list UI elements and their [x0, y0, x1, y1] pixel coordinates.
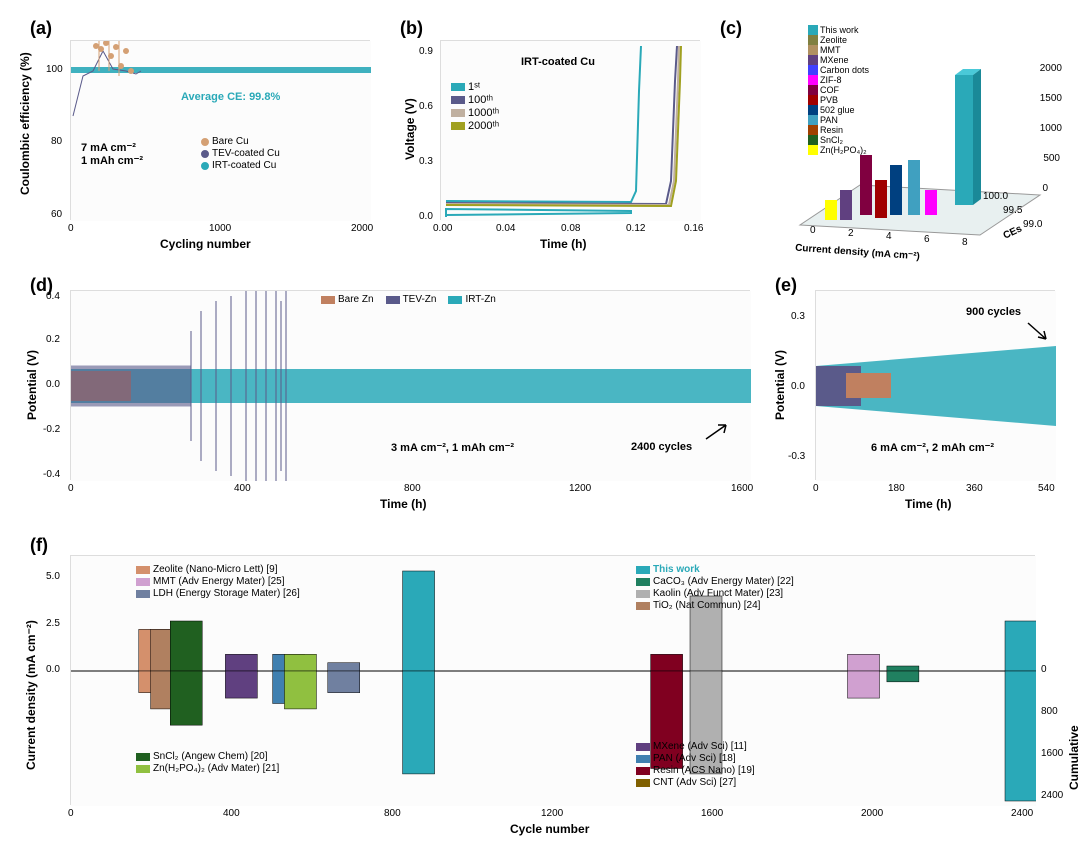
panel-f-ylabel-l: Current density (mA cm⁻²) [24, 620, 38, 770]
panel-d-cond: 3 mA cm⁻², 1 mAh cm⁻² [391, 441, 514, 454]
panel-f-leg-tr: This work CaCO₃ (Adv Energy Mater) [22] … [636, 564, 794, 612]
panel-e-xlabel: Time (h) [905, 497, 951, 511]
panel-a-ylabel: Coulombic efficiency (%) [18, 52, 32, 195]
panel-a-xlabel: Cycling number [160, 237, 251, 251]
panel-f-leg-tl: Zeolite (Nano-Micro Lett) [9] MMT (Adv E… [136, 564, 300, 600]
panel-e-cycles: 900 cycles [966, 306, 1021, 318]
panel-b-legend: 1ˢᵗ 100ᵗʰ 1000ᵗʰ 2000ᵗʰ [451, 81, 499, 133]
panel-f-ylabel-r: Cumulative capacity (mAh cm⁻²) [1067, 725, 1080, 790]
panel-d-ylabel: Potential (V) [25, 350, 39, 420]
panel-c-legend: This work Zeolite MMT MXene Carbon dots … [808, 25, 869, 155]
panel-a-avg: Average CE: 99.8% [181, 91, 280, 103]
panel-b-xlabel: Time (h) [540, 237, 586, 251]
panel-b-ylabel: Voltage (V) [403, 98, 417, 160]
panel-a-legend: Bare Cu TEV-coated Cu IRT-coated Cu [201, 136, 280, 172]
panel-b: IRT-coated Cu 1ˢᵗ 100ᵗʰ 1000ᵗʰ 2000ᵗʰ 0.… [440, 40, 700, 220]
panel-d-xlabel: Time (h) [380, 497, 426, 511]
panel-a-cond: 7 mA cm⁻² 1 mAh cm⁻² [81, 141, 143, 167]
panel-f-xlabel: Cycle number [510, 822, 589, 836]
panel-d: Bare Zn TEV-Zn IRT-Zn 3 mA cm⁻², 1 mAh c… [70, 290, 750, 480]
panel-f: Zeolite (Nano-Micro Lett) [9] MMT (Adv E… [70, 555, 1035, 805]
panel-e-cond: 6 mA cm⁻², 2 mAh cm⁻² [871, 441, 994, 454]
panel-e: 900 cycles 6 mA cm⁻², 2 mAh cm⁻² 0.3 0.0… [815, 290, 1055, 480]
panel-d-cycles: 2400 cycles [631, 441, 692, 453]
panel-a-label: (a) [30, 18, 52, 39]
panel-f-leg-bl: SnCl₂ (Angew Chem) [20] Zn(H₂PO₄)₂ (Adv … [136, 751, 279, 775]
panel-c: This work Zeolite MMT MXene Carbon dots … [730, 25, 1060, 255]
panel-a-plot [71, 41, 371, 221]
panel-f-leg-br: MXene (Adv Sci) [11] PAN (Adv Sci) [18] … [636, 741, 755, 789]
panel-f-label: (f) [30, 535, 48, 556]
panel-a: Average CE: 99.8% 7 mA cm⁻² 1 mAh cm⁻² B… [70, 40, 370, 220]
panel-e-ylabel: Potential (V) [773, 350, 787, 420]
panel-b-title: IRT-coated Cu [521, 56, 595, 68]
panel-d-legend: Bare Zn TEV-Zn IRT-Zn [321, 294, 496, 306]
panel-c-plot [730, 25, 1060, 255]
panel-b-label: (b) [400, 18, 423, 39]
panel-e-label: (e) [775, 275, 797, 296]
